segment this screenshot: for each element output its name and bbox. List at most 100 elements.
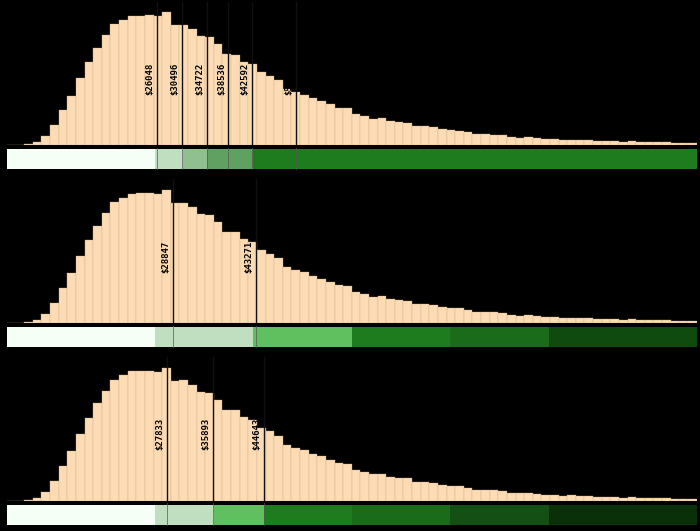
Bar [67, 273, 76, 323]
Bar [602, 496, 610, 501]
Bar [550, 139, 559, 145]
Bar [662, 498, 671, 501]
Bar [403, 301, 412, 323]
Bar [197, 36, 205, 145]
Bar [7, 327, 155, 347]
Bar [549, 504, 696, 525]
Bar [490, 134, 498, 145]
Bar [162, 368, 171, 501]
Bar [85, 62, 93, 145]
Bar [300, 95, 309, 145]
Bar [584, 140, 593, 145]
Bar [231, 410, 239, 501]
Bar [188, 207, 197, 323]
Bar [197, 392, 205, 501]
Bar [507, 315, 515, 323]
Bar [171, 203, 179, 323]
Text: $43271: $43271 [244, 241, 253, 272]
Bar [369, 118, 377, 145]
Text: $26048: $26048 [145, 63, 154, 95]
Bar [679, 321, 688, 323]
Bar [559, 318, 567, 323]
Bar [93, 226, 102, 323]
Bar [343, 464, 351, 501]
Bar [481, 490, 490, 501]
Text: $38536: $38536 [217, 63, 226, 95]
Bar [205, 215, 214, 323]
Bar [205, 393, 214, 501]
Bar [473, 134, 481, 145]
Bar [136, 371, 145, 501]
Bar [567, 495, 576, 501]
Bar [360, 472, 369, 501]
Bar [593, 496, 602, 501]
Bar [455, 309, 464, 323]
Bar [447, 486, 455, 501]
Bar [93, 404, 102, 501]
Bar [179, 380, 188, 501]
Bar [628, 319, 636, 323]
Bar [153, 16, 162, 145]
Bar [343, 108, 351, 145]
Bar [317, 101, 326, 145]
Bar [239, 239, 248, 323]
Bar [636, 320, 645, 323]
Bar [671, 143, 679, 145]
Bar [50, 125, 59, 145]
Bar [447, 130, 455, 145]
Bar [498, 313, 507, 323]
Bar [602, 141, 610, 145]
Bar [67, 96, 76, 145]
Bar [429, 127, 438, 145]
Bar [351, 327, 450, 347]
Text: $42592: $42592 [240, 63, 249, 95]
Bar [343, 286, 351, 323]
Bar [541, 317, 550, 323]
Bar [490, 312, 498, 323]
Bar [593, 319, 602, 323]
Bar [662, 142, 671, 145]
Bar [377, 296, 386, 323]
Bar [145, 193, 153, 323]
Bar [619, 498, 628, 501]
Bar [33, 142, 41, 145]
Bar [369, 296, 377, 323]
Bar [360, 294, 369, 323]
Bar [41, 136, 50, 145]
Bar [464, 310, 473, 323]
Bar [515, 315, 524, 323]
Bar [377, 474, 386, 501]
Bar [214, 400, 223, 501]
Bar [473, 312, 481, 323]
Bar [450, 504, 549, 525]
Bar [214, 222, 223, 323]
Bar [335, 286, 343, 323]
Bar [653, 320, 662, 323]
Bar [679, 143, 688, 145]
Bar [50, 303, 59, 323]
Text: $30496: $30496 [171, 63, 180, 95]
Bar [610, 497, 619, 501]
Bar [386, 298, 395, 323]
Bar [179, 202, 188, 323]
Bar [223, 232, 231, 323]
Bar [636, 498, 645, 501]
Bar [524, 137, 533, 145]
Text: $28847: $28847 [161, 241, 170, 272]
Bar [429, 305, 438, 323]
Bar [119, 20, 127, 145]
Bar [283, 267, 291, 323]
Bar [438, 307, 447, 323]
Bar [239, 417, 248, 501]
Bar [33, 320, 41, 323]
Bar [223, 410, 231, 501]
Text: $34722: $34722 [195, 63, 204, 95]
Text: $35893: $35893 [202, 418, 211, 450]
Bar [59, 466, 67, 501]
Bar [369, 474, 377, 501]
Bar [688, 143, 696, 145]
Bar [412, 482, 421, 501]
Bar [171, 25, 179, 145]
Bar [155, 504, 214, 525]
Bar [231, 55, 239, 145]
